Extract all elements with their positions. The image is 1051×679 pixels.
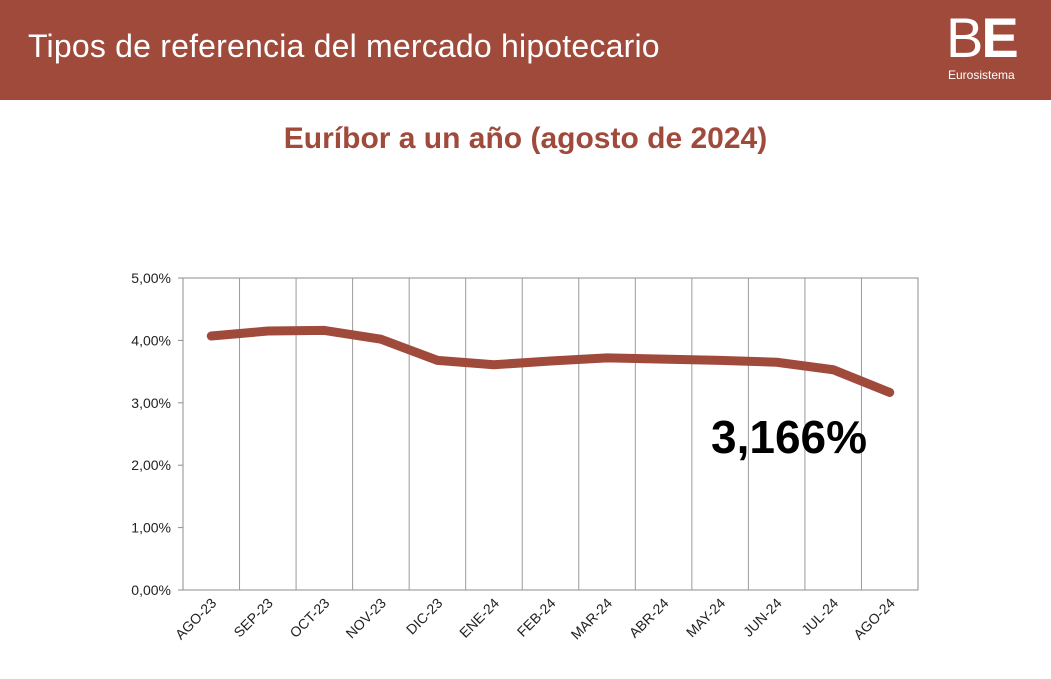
data-point bbox=[209, 334, 213, 338]
chart-title: Euríbor a un año (agosto de 2024) bbox=[283, 122, 768, 155]
data-point bbox=[435, 358, 439, 362]
plot-frame bbox=[182, 277, 919, 591]
logo-mark: BE bbox=[946, 6, 1019, 69]
x-tick-label: JUL-24 bbox=[798, 595, 841, 638]
x-tick-label: MAY-24 bbox=[683, 595, 729, 641]
header-bar: Tipos de referencia del mercado hipoteca… bbox=[0, 0, 1051, 100]
x-tick-label: NOV-23 bbox=[342, 595, 389, 642]
data-point bbox=[492, 363, 496, 367]
page-title: Tipos de referencia del mercado hipoteca… bbox=[28, 28, 660, 64]
y-tick-label: 5,00% bbox=[131, 270, 171, 286]
y-tick-label: 0,00% bbox=[131, 582, 171, 598]
data-point bbox=[379, 337, 383, 341]
x-tick-label: MAR-24 bbox=[568, 595, 616, 643]
x-tick-label: FEB-24 bbox=[514, 595, 559, 640]
x-tick-label: ENE-24 bbox=[456, 595, 502, 641]
x-tick-label: JUN-24 bbox=[740, 595, 785, 640]
data-point bbox=[322, 328, 326, 332]
y-tick-label: 3,00% bbox=[131, 395, 171, 411]
x-tick-label: OCT-23 bbox=[286, 595, 332, 641]
x-tick-label: DIC-23 bbox=[403, 595, 446, 638]
data-point bbox=[605, 356, 609, 360]
data-point bbox=[718, 358, 722, 362]
data-point bbox=[266, 329, 270, 333]
x-tick-label: AGO-23 bbox=[172, 595, 220, 643]
data-point bbox=[662, 357, 666, 361]
data-point bbox=[549, 359, 552, 363]
logo: BE Eurosistema bbox=[946, 10, 1036, 88]
y-tick-label: 2,00% bbox=[131, 457, 171, 473]
logo-subtitle: Eurosistema bbox=[948, 68, 1015, 82]
y-tick-label: 4,00% bbox=[131, 332, 171, 348]
data-point bbox=[831, 368, 835, 372]
latest-value-annotation: 3,166% bbox=[711, 411, 868, 463]
x-tick-label: ABR-24 bbox=[626, 595, 672, 641]
x-tick-label: SEP-23 bbox=[230, 595, 276, 641]
data-point bbox=[888, 390, 892, 394]
data-point bbox=[775, 360, 779, 364]
x-tick-label: AGO-24 bbox=[850, 595, 898, 643]
y-tick-label: 1,00% bbox=[131, 520, 171, 536]
